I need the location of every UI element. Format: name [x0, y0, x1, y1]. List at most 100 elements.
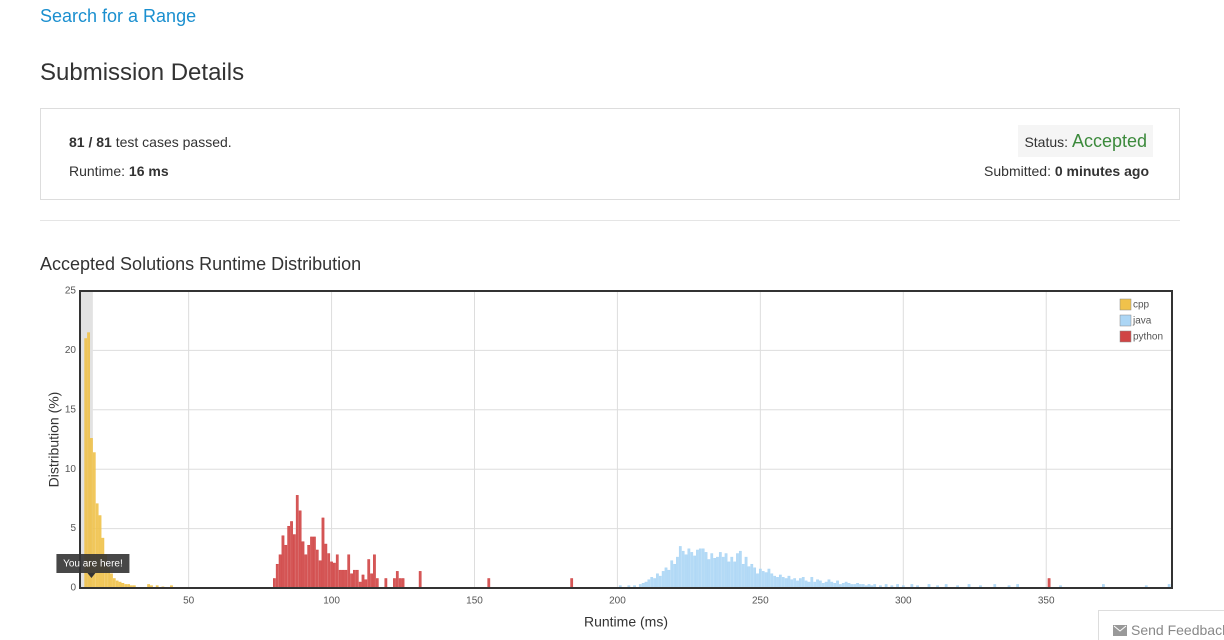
- x-axis-title: Runtime (ms): [584, 614, 668, 630]
- bar: [290, 521, 293, 589]
- bar: [318, 560, 322, 589]
- bar: [110, 573, 113, 589]
- bar: [273, 578, 276, 589]
- bar: [730, 556, 734, 589]
- bar: [724, 553, 728, 589]
- bar: [418, 571, 422, 589]
- bar: [796, 580, 799, 589]
- legend-swatch: [1119, 314, 1132, 327]
- legend-label: cpp: [1133, 300, 1150, 311]
- bar: [275, 563, 279, 589]
- plot-border: [79, 290, 1173, 589]
- bar: [313, 536, 316, 589]
- y-tick-label: 25: [65, 286, 77, 297]
- bar: [758, 568, 762, 589]
- bar: [395, 571, 399, 589]
- x-tick-label: 250: [752, 596, 769, 607]
- problem-link[interactable]: Search for a Range: [40, 6, 197, 26]
- x-tick-label: 300: [895, 596, 912, 607]
- tooltip-text: You are here!: [63, 559, 123, 570]
- bar: [801, 577, 805, 589]
- bar: [756, 573, 759, 589]
- runtime-line: Runtime: 16 ms: [69, 163, 169, 179]
- y-axis-title: Distribution (%): [46, 392, 62, 488]
- bar: [384, 578, 388, 589]
- tooltip-box: [56, 554, 130, 573]
- bar: [810, 577, 814, 589]
- bar: [673, 563, 676, 589]
- legend-swatch: [1119, 298, 1132, 311]
- bar: [344, 569, 348, 589]
- bar: [350, 573, 353, 589]
- bar: [370, 573, 373, 589]
- bar: [667, 569, 671, 589]
- bar: [741, 563, 745, 589]
- bar: [684, 554, 688, 589]
- bar: [784, 578, 788, 589]
- bar: [347, 554, 351, 589]
- bar: [661, 571, 665, 589]
- bar: [690, 552, 694, 589]
- status-label: Status:: [1024, 134, 1069, 150]
- bar: [401, 578, 405, 589]
- bar: [836, 580, 839, 589]
- bar: [733, 561, 737, 589]
- x-tick-label: 100: [323, 596, 340, 607]
- submitted-line: Submitted: 0 minutes ago: [984, 163, 1149, 179]
- bar: [713, 558, 716, 589]
- bar: [650, 577, 654, 589]
- divider: [40, 220, 1180, 221]
- bar: [718, 552, 722, 589]
- bar: [310, 536, 313, 589]
- bar: [787, 575, 791, 589]
- bar: [793, 578, 797, 589]
- bar: [727, 561, 731, 589]
- bar: [393, 578, 396, 589]
- bar: [373, 554, 376, 589]
- bar: [747, 566, 751, 589]
- bar: [330, 561, 333, 589]
- passed: 81 / 81: [69, 134, 112, 150]
- feedback-button[interactable]: Send Feedback: [1098, 610, 1224, 640]
- bar: [710, 553, 714, 589]
- y-tick-label: 0: [70, 583, 76, 594]
- x-tick-label: 150: [466, 596, 483, 607]
- bar: [736, 553, 739, 589]
- bar: [804, 580, 808, 589]
- x-tick-label: 50: [183, 596, 195, 607]
- bar: [570, 578, 574, 589]
- bar: [693, 555, 696, 589]
- bar: [753, 567, 757, 589]
- runtime-label: Runtime:: [69, 163, 126, 179]
- submitted: 0 minutes ago: [1054, 163, 1149, 179]
- tooltip-pointer: [87, 573, 96, 578]
- bar: [338, 569, 342, 589]
- passed-line: 81 / 81 test cases passed.: [69, 134, 232, 150]
- bar: [776, 577, 779, 589]
- bar: [781, 577, 785, 589]
- bar: [778, 574, 782, 589]
- bar: [687, 548, 691, 589]
- bar: [716, 556, 719, 589]
- bar: [298, 510, 302, 589]
- x-tick-label: 200: [609, 596, 626, 607]
- bar: [355, 569, 359, 589]
- x-tick-label: 350: [1038, 596, 1055, 607]
- bar: [664, 567, 668, 589]
- bar: [670, 560, 674, 589]
- legend-label: python: [1133, 332, 1163, 343]
- bar: [704, 552, 708, 589]
- bar: [764, 572, 768, 589]
- runtime: 16 ms: [128, 163, 169, 179]
- bar: [333, 562, 336, 589]
- bar: [284, 544, 288, 589]
- y-tick-label: 20: [65, 345, 77, 356]
- bar: [361, 574, 365, 589]
- bar: [656, 573, 659, 589]
- bar: [696, 549, 699, 589]
- bar: [773, 575, 777, 589]
- chart: 0 5 10 15 20 25 50 100 150 200 250 300 350 cpp java pyt…: [46, 286, 1173, 630]
- bar: [341, 569, 345, 589]
- bar: [287, 525, 291, 589]
